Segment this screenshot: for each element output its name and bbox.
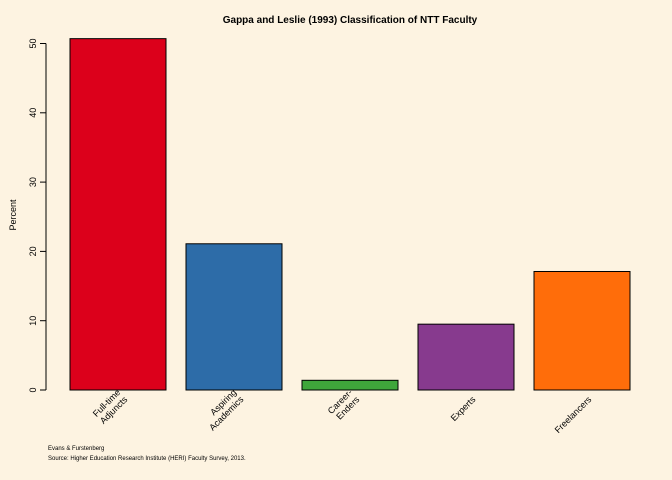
svg-text:AspiringAcademics: AspiringAcademics [200,387,246,433]
y-tick-label: 0 [28,387,38,392]
bar [301,379,399,391]
bar [417,323,515,391]
y-tick-label: 50 [28,38,38,48]
svg-text:Full-timeAdjuncts: Full-timeAdjuncts [91,387,130,426]
y-axis: 0 10 20 30 40 50 [28,38,47,393]
source-note: Source: Higher Education Research Instit… [48,456,246,462]
chart-title: Gappa and Leslie (1993) Classification o… [223,15,478,26]
y-tick-label: 30 [28,177,38,187]
category-label: Career-Enders [326,387,362,423]
category-label: AspiringAcademics [200,387,246,433]
y-tick-label: 20 [28,246,38,256]
author-note: Evans & Furstenberg [48,446,104,452]
category-label: Freelancers [553,394,594,435]
y-axis-label: Percent [8,199,18,231]
svg-text:Freelancers: Freelancers [553,394,594,435]
y-tick-label: 10 [28,316,38,326]
y-tick-label: 40 [28,108,38,118]
category-labels: Full-timeAdjuncts AspiringAcademics Career… [91,387,594,435]
bars-group [69,38,631,391]
category-label: Full-timeAdjuncts [91,387,130,426]
svg-text:Experts: Experts [449,394,478,423]
svg-text:Career-Enders: Career-Enders [326,387,362,423]
bar [185,243,283,391]
bar [69,38,167,391]
bar [533,270,631,391]
category-label: Experts [449,394,478,423]
